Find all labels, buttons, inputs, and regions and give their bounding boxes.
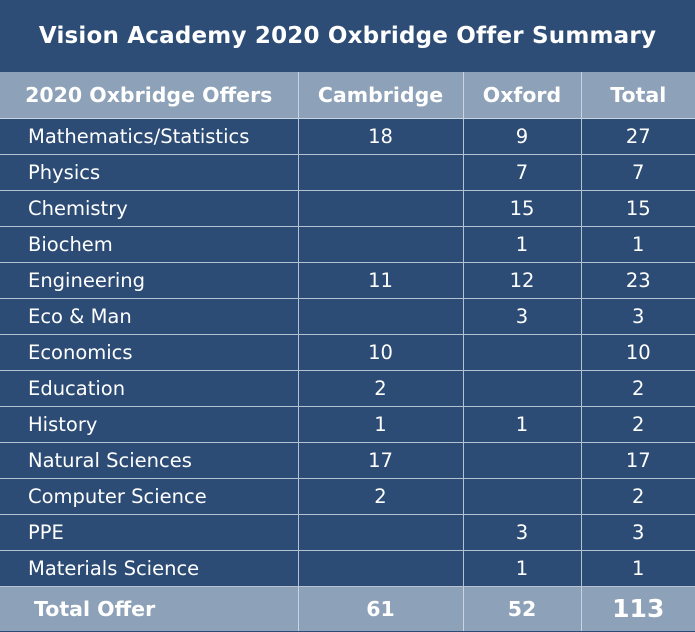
cell-cambridge <box>297 225 464 263</box>
cell-total: 2 <box>580 369 695 407</box>
cell-subject: Chemistry <box>0 189 299 227</box>
cell-cambridge <box>297 549 464 587</box>
table-row: Physics 7 7 <box>0 153 695 191</box>
cell-subject: Education <box>0 369 299 407</box>
table-row: Economics 10 10 <box>0 333 695 371</box>
cell-oxford: 12 <box>462 261 582 299</box>
table-footer: Total Offer 61 52 113 <box>0 585 695 631</box>
table-row: Biochem 1 1 <box>0 225 695 263</box>
cell-total: 10 <box>580 333 695 371</box>
cell-cambridge: 10 <box>297 333 464 371</box>
offers-table: 2020 Oxbridge Offers Cambridge Oxford To… <box>0 72 695 631</box>
cell-cambridge: 17 <box>297 441 464 479</box>
cell-subject: Economics <box>0 333 299 371</box>
cell-total: 15 <box>580 189 695 227</box>
cell-oxford: 7 <box>462 153 582 191</box>
cell-cambridge: 2 <box>297 369 464 407</box>
table-header: 2020 Oxbridge Offers Cambridge Oxford To… <box>0 72 695 119</box>
table-row: PPE 3 3 <box>0 513 695 551</box>
cell-total: 2 <box>580 405 695 443</box>
cell-cambridge <box>297 153 464 191</box>
cell-oxford <box>462 333 582 371</box>
cell-total: 3 <box>580 297 695 335</box>
cell-oxford: 1 <box>462 405 582 443</box>
table-body: Mathematics/Statistics 18 9 27 Physics 7 7 Chem… <box>0 117 695 587</box>
cell-subject: History <box>0 405 299 443</box>
cell-oxford: 3 <box>462 297 582 335</box>
table-title: Vision Academy 2020 Oxbridge Offer Summa… <box>0 0 695 72</box>
cell-cambridge <box>297 189 464 227</box>
cell-oxford: 9 <box>462 117 582 155</box>
cell-subject: Mathematics/Statistics <box>0 117 299 155</box>
cell-total: 1 <box>580 549 695 587</box>
header-total: Total <box>580 72 695 119</box>
totals-total: 113 <box>580 585 695 631</box>
cell-subject: PPE <box>0 513 299 551</box>
cell-oxford: 1 <box>462 225 582 263</box>
cell-cambridge: 18 <box>297 117 464 155</box>
cell-oxford <box>462 477 582 515</box>
table-row: Chemistry 15 15 <box>0 189 695 227</box>
header-cambridge: Cambridge <box>297 72 464 119</box>
cell-subject: Physics <box>0 153 299 191</box>
totals-oxford: 52 <box>462 585 582 631</box>
cell-total: 2 <box>580 477 695 515</box>
cell-subject: Natural Sciences <box>0 441 299 479</box>
cell-total: 27 <box>580 117 695 155</box>
header-oxford: Oxford <box>462 72 582 119</box>
cell-total: 7 <box>580 153 695 191</box>
table-row: Computer Science 2 2 <box>0 477 695 515</box>
cell-total: 3 <box>580 513 695 551</box>
table-row: Mathematics/Statistics 18 9 27 <box>0 117 695 155</box>
cell-oxford: 3 <box>462 513 582 551</box>
cell-oxford: 15 <box>462 189 582 227</box>
table-row: Engineering 11 12 23 <box>0 261 695 299</box>
cell-cambridge <box>297 297 464 335</box>
cell-total: 23 <box>580 261 695 299</box>
totals-label: Total Offer <box>0 585 299 631</box>
cell-oxford: 1 <box>462 549 582 587</box>
cell-cambridge: 2 <box>297 477 464 515</box>
table-row: Education 2 2 <box>0 369 695 407</box>
header-row: 2020 Oxbridge Offers Cambridge Oxford To… <box>0 72 695 119</box>
cell-cambridge: 11 <box>297 261 464 299</box>
cell-oxford <box>462 369 582 407</box>
table-row: Natural Sciences 17 17 <box>0 441 695 479</box>
totals-row: Total Offer 61 52 113 <box>0 585 695 631</box>
cell-total: 17 <box>580 441 695 479</box>
table-row: History 1 1 2 <box>0 405 695 443</box>
table-row: Materials Science 1 1 <box>0 549 695 587</box>
header-subject: 2020 Oxbridge Offers <box>0 72 299 119</box>
cell-subject: Biochem <box>0 225 299 263</box>
cell-cambridge <box>297 513 464 551</box>
cell-subject: Materials Science <box>0 549 299 587</box>
cell-subject: Eco & Man <box>0 297 299 335</box>
cell-total: 1 <box>580 225 695 263</box>
table-row: Eco & Man 3 3 <box>0 297 695 335</box>
cell-oxford <box>462 441 582 479</box>
cell-cambridge: 1 <box>297 405 464 443</box>
cell-subject: Engineering <box>0 261 299 299</box>
totals-cambridge: 61 <box>297 585 464 631</box>
cell-subject: Computer Science <box>0 477 299 515</box>
